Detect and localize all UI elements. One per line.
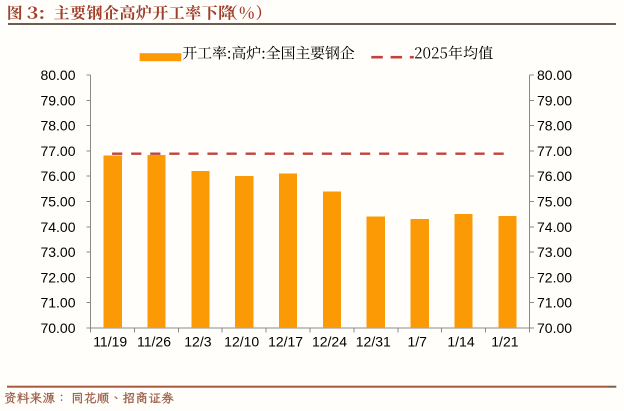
svg-text:1/21: 1/21 [491, 333, 518, 349]
svg-text:72.00: 72.00 [40, 269, 75, 285]
svg-text:71.00: 71.00 [537, 295, 572, 311]
svg-text:76.00: 76.00 [40, 168, 75, 184]
svg-text:72.00: 72.00 [537, 269, 572, 285]
svg-text:11/19: 11/19 [93, 333, 127, 349]
svg-text:75.00: 75.00 [537, 194, 572, 210]
svg-text:12/10: 12/10 [224, 333, 259, 349]
svg-text:76.00: 76.00 [537, 168, 572, 184]
svg-text:74.00: 74.00 [537, 219, 572, 235]
svg-text:1/7: 1/7 [407, 333, 427, 349]
svg-text:12/24: 12/24 [312, 333, 347, 349]
svg-text:77.00: 77.00 [537, 143, 572, 159]
svg-text:74.00: 74.00 [40, 219, 75, 235]
svg-text:77.00: 77.00 [40, 143, 75, 159]
svg-text:79.00: 79.00 [40, 92, 75, 108]
svg-text:11/26: 11/26 [137, 333, 171, 349]
svg-text:80.00: 80.00 [40, 67, 75, 83]
svg-text:70.00: 70.00 [40, 320, 75, 336]
svg-text:79.00: 79.00 [537, 92, 572, 108]
svg-text:73.00: 73.00 [40, 244, 75, 260]
svg-text:1/14: 1/14 [447, 333, 474, 349]
svg-text:75.00: 75.00 [40, 194, 75, 210]
svg-text:78.00: 78.00 [537, 118, 572, 134]
svg-text:12/31: 12/31 [356, 333, 391, 349]
svg-text:73.00: 73.00 [537, 244, 572, 260]
svg-text:71.00: 71.00 [40, 295, 75, 311]
svg-text:78.00: 78.00 [40, 118, 75, 134]
svg-text:80.00: 80.00 [537, 67, 572, 83]
svg-text:70.00: 70.00 [537, 320, 572, 336]
svg-text:12/3: 12/3 [184, 333, 211, 349]
svg-text:12/17: 12/17 [268, 333, 303, 349]
